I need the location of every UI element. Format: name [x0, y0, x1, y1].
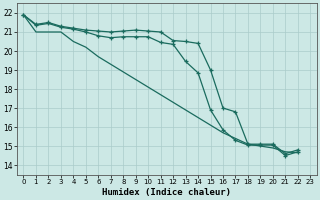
X-axis label: Humidex (Indice chaleur): Humidex (Indice chaleur)	[102, 188, 231, 197]
